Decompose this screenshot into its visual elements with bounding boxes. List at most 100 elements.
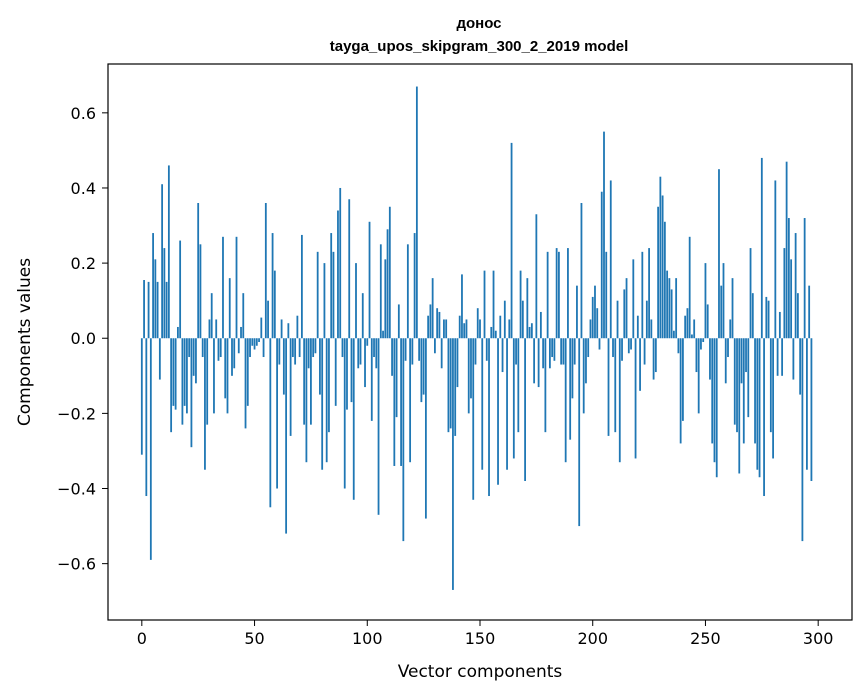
bar (555, 248, 558, 339)
bar (695, 338, 698, 373)
bar (289, 338, 292, 436)
bar (244, 338, 247, 429)
bar (769, 338, 772, 433)
bar (172, 338, 175, 406)
bar (558, 251, 560, 339)
bar (409, 338, 412, 463)
bar (287, 323, 290, 339)
bar (470, 338, 472, 399)
bar (738, 338, 741, 474)
bar (767, 300, 770, 339)
bar (310, 338, 312, 425)
bar (670, 289, 673, 339)
bar (427, 315, 430, 339)
bar (397, 304, 400, 339)
bar (596, 308, 599, 339)
bar (745, 338, 747, 373)
bar (749, 248, 752, 339)
bar (352, 338, 355, 500)
bar (668, 278, 671, 339)
bar (641, 251, 644, 339)
bar (145, 338, 148, 497)
bar (733, 338, 736, 425)
chart-title: донос (456, 15, 501, 32)
bar (501, 338, 504, 373)
bar (472, 338, 475, 500)
bar (688, 236, 691, 339)
bar (560, 338, 563, 365)
bar (323, 263, 326, 339)
chart-subtitle: tayga_upos_skipgram_300_2_2019 model (330, 38, 629, 55)
bar (490, 326, 493, 339)
bar (258, 338, 260, 342)
bar (709, 338, 711, 380)
bar (154, 259, 157, 339)
bar (269, 338, 272, 508)
bar (253, 338, 256, 350)
bar (806, 338, 808, 470)
bar (454, 338, 457, 436)
bar (713, 338, 716, 463)
bar (204, 338, 206, 470)
bar (161, 184, 164, 339)
bar (186, 338, 188, 414)
bar (754, 338, 756, 444)
bar (535, 214, 538, 339)
bar (176, 326, 179, 339)
bar (636, 315, 639, 339)
bar (742, 338, 745, 444)
bar (810, 338, 813, 481)
bar (237, 338, 240, 354)
bar (445, 319, 448, 339)
bar (492, 270, 495, 339)
bar (654, 338, 657, 373)
bar (443, 319, 445, 339)
bar (578, 338, 581, 527)
bar (727, 338, 729, 358)
bar (573, 338, 576, 365)
bar (174, 338, 177, 410)
bar (379, 244, 382, 339)
bar (391, 338, 393, 376)
bar (551, 338, 554, 358)
bar (377, 338, 380, 515)
bar (447, 338, 450, 433)
bar (781, 338, 784, 376)
bar (195, 338, 197, 384)
bar (600, 191, 603, 339)
bar (305, 338, 308, 463)
bar (307, 338, 310, 369)
bar (546, 251, 549, 339)
bar (630, 338, 632, 350)
bar (280, 319, 283, 339)
bar (794, 233, 797, 339)
bar (388, 206, 391, 339)
bar (623, 289, 626, 339)
x-tick-label: 200 (577, 629, 608, 648)
bar (663, 221, 666, 339)
bar (675, 278, 678, 339)
bar (517, 338, 520, 433)
bar (201, 338, 204, 358)
y-tick-label: 0.4 (71, 179, 96, 198)
bar (526, 278, 529, 339)
bar (213, 338, 215, 414)
bar (553, 338, 556, 361)
bar (197, 203, 200, 339)
bar (751, 293, 754, 339)
bar (271, 233, 274, 339)
bar (364, 338, 366, 388)
bar (677, 338, 680, 354)
bar (424, 338, 427, 519)
bar (418, 338, 421, 361)
bar (262, 338, 265, 358)
bar (312, 338, 315, 358)
bar (715, 338, 718, 478)
bar (672, 330, 675, 339)
bar (625, 278, 628, 339)
bar (603, 131, 605, 339)
bar (720, 285, 723, 339)
bar (436, 308, 439, 339)
bar (350, 338, 353, 403)
bar (355, 263, 357, 339)
